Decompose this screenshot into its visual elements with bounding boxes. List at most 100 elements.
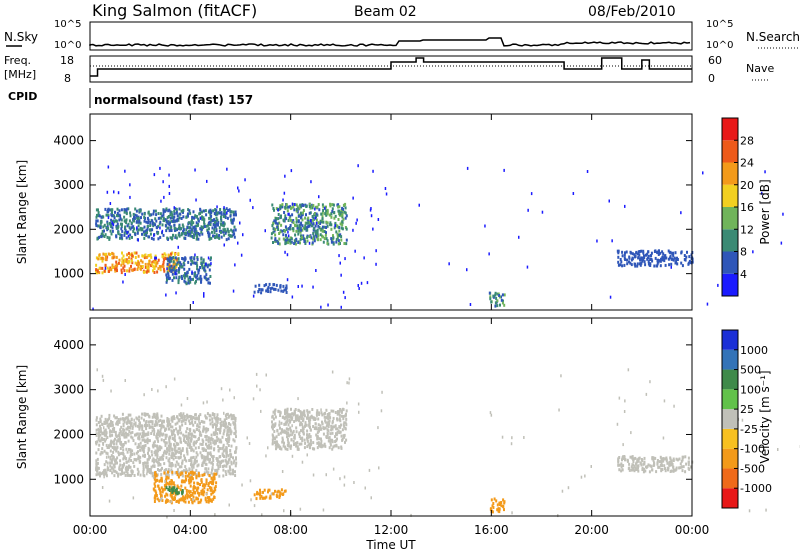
echo-cell [640, 261, 643, 265]
echo-cell [183, 457, 186, 461]
echo-cell [224, 216, 227, 219]
echo-cell [654, 456, 657, 460]
echo-cell [194, 281, 197, 285]
echo-cell [316, 441, 319, 445]
echo-cell [123, 264, 126, 268]
echo-cell [683, 254, 686, 257]
echo-cell [128, 448, 130, 451]
echo-cell [168, 436, 171, 440]
echo-cell [123, 420, 126, 424]
echo-cell [338, 431, 341, 435]
colorbar-tick-label: 100 [740, 383, 761, 396]
echo-cell [301, 236, 304, 240]
echo-cell [95, 268, 98, 272]
echo-cell [212, 455, 215, 459]
echo-cell [131, 425, 134, 429]
echo-cell [259, 493, 262, 497]
echo-cell [190, 415, 193, 419]
echo-cell [100, 472, 103, 476]
echo-cell [203, 427, 206, 431]
echo-cell [271, 438, 274, 442]
echo-cell [216, 218, 219, 222]
echo-cell [186, 231, 189, 235]
echo-speckle [155, 256, 157, 260]
echo-speckle [372, 227, 374, 231]
echo-cell [100, 235, 103, 239]
echo-cell [287, 427, 290, 431]
echo-cell [136, 267, 139, 271]
echo-cell [147, 218, 150, 222]
echo-cell [209, 438, 212, 442]
x-tick-label: 16:00 [474, 523, 509, 537]
echo-cell [345, 227, 348, 231]
echo-cell [113, 459, 116, 463]
echo-cell [623, 256, 626, 260]
echo-cell [301, 411, 304, 415]
echo-cell [192, 221, 195, 225]
echo-cell [189, 417, 192, 421]
echo-cell [337, 205, 340, 209]
colorbar-tick-label: 1000 [740, 344, 768, 357]
echo-cell [293, 443, 295, 446]
echo-cell [342, 417, 345, 421]
echo-cell [283, 441, 285, 445]
echo-cell [319, 444, 322, 448]
echo-speckle [122, 280, 124, 284]
echo-cell [138, 427, 141, 431]
echo-cell [322, 209, 325, 212]
echo-cell [322, 426, 325, 430]
echo-cell [226, 425, 229, 429]
echo-cell [158, 424, 161, 427]
echo-cell [118, 213, 121, 217]
echo-cell [148, 426, 151, 430]
echo-cell [328, 422, 331, 426]
echo-cell [301, 213, 304, 217]
echo-cell [282, 233, 285, 237]
echo-cell [207, 467, 210, 471]
echo-cell [295, 216, 298, 220]
echo-cell [617, 260, 620, 264]
echo-cell [148, 423, 151, 427]
echo-cell [276, 217, 279, 221]
echo-cell [335, 238, 338, 242]
echo-cell [295, 418, 297, 422]
echo-cell [192, 226, 195, 230]
echo-cell [197, 446, 200, 450]
echo-cell [119, 222, 122, 226]
echo-cell [670, 469, 673, 473]
echo-cell [290, 206, 293, 210]
echo-cell [257, 492, 260, 496]
echo-cell [657, 465, 660, 469]
echo-cell [136, 217, 139, 221]
echo-speckle [218, 460, 221, 464]
echo-cell [176, 484, 179, 488]
echo-cell [188, 442, 191, 446]
echo-cell [225, 207, 228, 211]
echo-cell [112, 455, 115, 459]
echo-cell [316, 446, 319, 450]
echo-speckle [673, 404, 675, 408]
x-tick-label: 00:00 [73, 523, 108, 537]
echo-cell [630, 258, 633, 262]
echo-cell [181, 474, 184, 478]
echo-speckle [165, 385, 167, 389]
echo-cell [618, 463, 621, 467]
echo-cell [292, 205, 295, 209]
echo-cell [624, 251, 626, 255]
echo-speckle [108, 499, 111, 503]
echo-cell [155, 219, 158, 223]
echo-cell [161, 479, 163, 483]
echo-cell [162, 260, 165, 264]
echo-cell [303, 227, 306, 231]
echo-cell [154, 479, 157, 483]
echo-cell [183, 454, 186, 458]
echo-cell [315, 426, 318, 430]
echo-cell [180, 420, 183, 424]
echo-cell [109, 469, 112, 472]
echo-cell [153, 432, 156, 436]
echo-cell [293, 435, 296, 439]
echo-cell [223, 228, 226, 232]
echo-cell [122, 424, 125, 428]
echo-cell [178, 207, 181, 211]
echo-cell [141, 446, 144, 450]
